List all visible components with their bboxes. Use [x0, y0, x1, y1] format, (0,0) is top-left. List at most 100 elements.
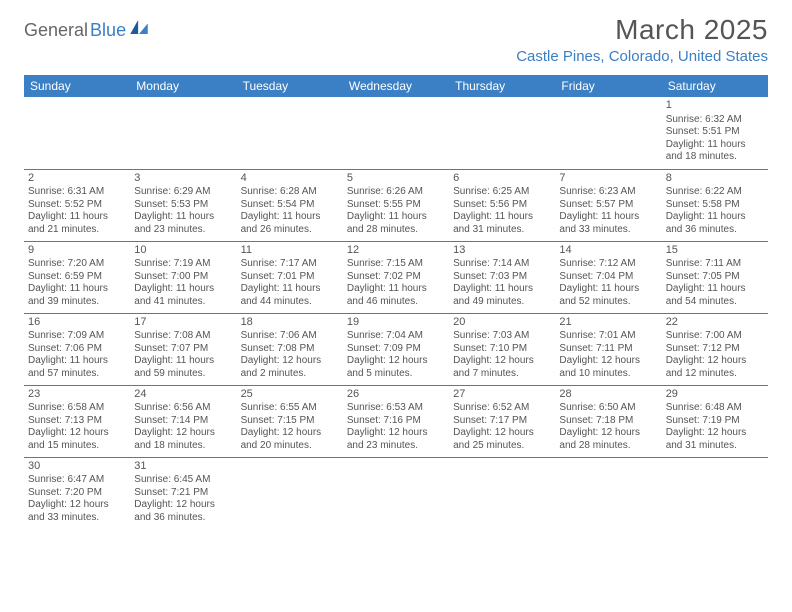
daylight1-text: Daylight: 12 hours [666, 427, 764, 440]
sunrise-text: Sunrise: 6:29 AM [134, 186, 232, 199]
calendar-cell: 3Sunrise: 6:29 AMSunset: 5:53 PMDaylight… [130, 169, 236, 241]
daylight1-text: Daylight: 11 hours [666, 139, 764, 152]
daylight2-text: and 36 minutes. [134, 512, 232, 525]
sunset-text: Sunset: 7:01 PM [241, 271, 339, 284]
calendar-cell: 24Sunrise: 6:56 AMSunset: 7:14 PMDayligh… [130, 385, 236, 457]
sunset-text: Sunset: 7:16 PM [347, 415, 445, 428]
title-block: March 2025 Castle Pines, Colorado, Unite… [516, 14, 768, 65]
calendar-cell: 30Sunrise: 6:47 AMSunset: 7:20 PMDayligh… [24, 457, 130, 529]
day-number: 24 [134, 388, 232, 402]
sunrise-text: Sunrise: 6:56 AM [134, 402, 232, 415]
daylight1-text: Daylight: 12 hours [666, 355, 764, 368]
weekday-header: Tuesday [237, 75, 343, 97]
day-number: 6 [453, 172, 551, 186]
calendar-row: 16Sunrise: 7:09 AMSunset: 7:06 PMDayligh… [24, 313, 768, 385]
sunset-text: Sunset: 5:55 PM [347, 199, 445, 212]
day-number: 13 [453, 244, 551, 258]
day-number: 2 [28, 172, 126, 186]
calendar-cell: 23Sunrise: 6:58 AMSunset: 7:13 PMDayligh… [24, 385, 130, 457]
sunrise-text: Sunrise: 6:28 AM [241, 186, 339, 199]
location-text: Castle Pines, Colorado, United States [516, 48, 768, 65]
daylight1-text: Daylight: 11 hours [134, 211, 232, 224]
sunrise-text: Sunrise: 6:55 AM [241, 402, 339, 415]
sunrise-text: Sunrise: 7:17 AM [241, 258, 339, 271]
daylight1-text: Daylight: 12 hours [453, 355, 551, 368]
sunrise-text: Sunrise: 7:06 AM [241, 330, 339, 343]
calendar-cell [130, 97, 236, 169]
sunset-text: Sunset: 7:19 PM [666, 415, 764, 428]
day-number: 28 [559, 388, 657, 402]
calendar-cell [555, 97, 661, 169]
sunset-text: Sunset: 7:21 PM [134, 487, 232, 500]
calendar-cell: 2Sunrise: 6:31 AMSunset: 5:52 PMDaylight… [24, 169, 130, 241]
daylight2-text: and 10 minutes. [559, 368, 657, 381]
sunrise-text: Sunrise: 7:12 AM [559, 258, 657, 271]
daylight1-text: Daylight: 11 hours [134, 283, 232, 296]
daylight1-text: Daylight: 12 hours [347, 355, 445, 368]
calendar-cell: 4Sunrise: 6:28 AMSunset: 5:54 PMDaylight… [237, 169, 343, 241]
daylight1-text: Daylight: 11 hours [28, 355, 126, 368]
calendar-cell: 7Sunrise: 6:23 AMSunset: 5:57 PMDaylight… [555, 169, 661, 241]
sunset-text: Sunset: 5:51 PM [666, 126, 764, 139]
day-number: 20 [453, 316, 551, 330]
sunrise-text: Sunrise: 6:22 AM [666, 186, 764, 199]
day-number: 19 [347, 316, 445, 330]
sunrise-text: Sunrise: 6:31 AM [28, 186, 126, 199]
daylight1-text: Daylight: 11 hours [28, 211, 126, 224]
daylight2-text: and 31 minutes. [666, 440, 764, 453]
daylight2-text: and 2 minutes. [241, 368, 339, 381]
weekday-header-row: Sunday Monday Tuesday Wednesday Thursday… [24, 75, 768, 97]
daylight2-text: and 44 minutes. [241, 296, 339, 309]
sunrise-text: Sunrise: 6:26 AM [347, 186, 445, 199]
day-number: 30 [28, 460, 126, 474]
sunset-text: Sunset: 5:52 PM [28, 199, 126, 212]
sunset-text: Sunset: 7:11 PM [559, 343, 657, 356]
daylight1-text: Daylight: 11 hours [241, 283, 339, 296]
sunrise-text: Sunrise: 7:11 AM [666, 258, 764, 271]
day-number: 14 [559, 244, 657, 258]
calendar-cell: 22Sunrise: 7:00 AMSunset: 7:12 PMDayligh… [662, 313, 768, 385]
calendar-row: 9Sunrise: 7:20 AMSunset: 6:59 PMDaylight… [24, 241, 768, 313]
daylight2-text: and 33 minutes. [559, 224, 657, 237]
daylight2-text: and 36 minutes. [666, 224, 764, 237]
sunrise-text: Sunrise: 6:47 AM [28, 474, 126, 487]
sunset-text: Sunset: 7:18 PM [559, 415, 657, 428]
daylight1-text: Daylight: 12 hours [134, 499, 232, 512]
calendar-cell: 16Sunrise: 7:09 AMSunset: 7:06 PMDayligh… [24, 313, 130, 385]
daylight2-text: and 57 minutes. [28, 368, 126, 381]
sunrise-text: Sunrise: 7:04 AM [347, 330, 445, 343]
daylight2-text: and 18 minutes. [134, 440, 232, 453]
weekday-header: Thursday [449, 75, 555, 97]
daylight1-text: Daylight: 11 hours [559, 211, 657, 224]
calendar-cell: 11Sunrise: 7:17 AMSunset: 7:01 PMDayligh… [237, 241, 343, 313]
logo: General Blue [24, 20, 148, 41]
daylight1-text: Daylight: 12 hours [241, 427, 339, 440]
day-number: 29 [666, 388, 764, 402]
calendar-cell: 12Sunrise: 7:15 AMSunset: 7:02 PMDayligh… [343, 241, 449, 313]
calendar-row: 2Sunrise: 6:31 AMSunset: 5:52 PMDaylight… [24, 169, 768, 241]
sunrise-text: Sunrise: 6:32 AM [666, 114, 764, 127]
daylight2-text: and 18 minutes. [666, 151, 764, 164]
calendar-cell: 21Sunrise: 7:01 AMSunset: 7:11 PMDayligh… [555, 313, 661, 385]
calendar-cell [449, 97, 555, 169]
daylight2-text: and 23 minutes. [134, 224, 232, 237]
sunset-text: Sunset: 7:10 PM [453, 343, 551, 356]
daylight2-text: and 46 minutes. [347, 296, 445, 309]
daylight1-text: Daylight: 11 hours [347, 283, 445, 296]
daylight2-text: and 28 minutes. [559, 440, 657, 453]
sunset-text: Sunset: 7:03 PM [453, 271, 551, 284]
sunset-text: Sunset: 5:58 PM [666, 199, 764, 212]
calendar-cell: 19Sunrise: 7:04 AMSunset: 7:09 PMDayligh… [343, 313, 449, 385]
sunrise-text: Sunrise: 7:09 AM [28, 330, 126, 343]
calendar-cell: 10Sunrise: 7:19 AMSunset: 7:00 PMDayligh… [130, 241, 236, 313]
day-number: 31 [134, 460, 232, 474]
day-number: 21 [559, 316, 657, 330]
calendar-cell [662, 457, 768, 529]
daylight1-text: Daylight: 12 hours [559, 427, 657, 440]
calendar-cell: 20Sunrise: 7:03 AMSunset: 7:10 PMDayligh… [449, 313, 555, 385]
sunrise-text: Sunrise: 7:03 AM [453, 330, 551, 343]
weekday-header: Monday [130, 75, 236, 97]
daylight2-text: and 12 minutes. [666, 368, 764, 381]
daylight2-text: and 39 minutes. [28, 296, 126, 309]
sunset-text: Sunset: 5:54 PM [241, 199, 339, 212]
